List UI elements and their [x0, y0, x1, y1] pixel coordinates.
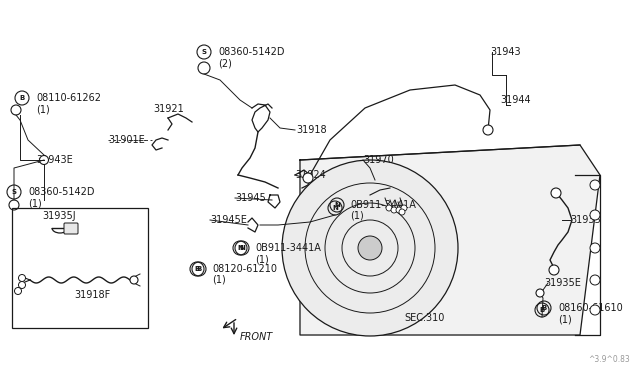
Text: (2): (2): [218, 58, 232, 68]
Text: 31921: 31921: [153, 104, 184, 114]
Text: 31935J: 31935J: [42, 211, 76, 221]
Text: (1): (1): [36, 104, 50, 114]
Text: FRONT: FRONT: [240, 332, 273, 342]
Circle shape: [396, 207, 402, 213]
Text: (1): (1): [212, 275, 226, 285]
Text: (1): (1): [350, 211, 364, 221]
Circle shape: [15, 288, 22, 295]
Text: B: B: [19, 95, 24, 101]
Circle shape: [391, 207, 397, 213]
Bar: [12, 208, 148, 328]
Circle shape: [282, 160, 458, 336]
Text: 0B911-3441A: 0B911-3441A: [350, 200, 416, 210]
Text: N: N: [332, 205, 338, 211]
Circle shape: [536, 289, 544, 297]
Text: 31943E: 31943E: [36, 155, 73, 165]
Circle shape: [551, 188, 561, 198]
Circle shape: [483, 125, 493, 135]
Text: 31918F: 31918F: [74, 290, 110, 300]
Circle shape: [40, 155, 49, 164]
Text: B: B: [195, 266, 200, 272]
Circle shape: [590, 243, 600, 253]
Text: 31924: 31924: [295, 170, 326, 180]
Text: N: N: [334, 202, 340, 208]
Text: B: B: [196, 266, 202, 272]
Text: S: S: [202, 49, 207, 55]
Text: 31970: 31970: [363, 155, 394, 165]
Circle shape: [401, 205, 407, 211]
Circle shape: [399, 209, 405, 215]
Text: 31918: 31918: [296, 125, 326, 135]
Circle shape: [303, 173, 313, 183]
Circle shape: [358, 236, 382, 260]
Circle shape: [590, 275, 600, 285]
Text: S: S: [12, 189, 17, 195]
Text: N: N: [237, 245, 243, 251]
Text: B: B: [540, 307, 545, 313]
Circle shape: [590, 210, 600, 220]
Circle shape: [386, 205, 392, 211]
Text: 08360-5142D: 08360-5142D: [28, 187, 95, 197]
Polygon shape: [300, 145, 600, 335]
Text: 31935E: 31935E: [544, 278, 581, 288]
Text: 08160-61610: 08160-61610: [558, 303, 623, 313]
Text: 31935: 31935: [570, 215, 601, 225]
Text: 0B911-3441A: 0B911-3441A: [255, 243, 321, 253]
Text: 31945: 31945: [235, 193, 266, 203]
Circle shape: [11, 105, 21, 115]
Circle shape: [590, 305, 600, 315]
Text: (1): (1): [28, 198, 42, 208]
Circle shape: [19, 282, 26, 289]
Text: 31945E: 31945E: [210, 215, 247, 225]
Circle shape: [130, 276, 138, 284]
Text: 08120-61210: 08120-61210: [212, 264, 277, 274]
Text: (1): (1): [255, 254, 269, 264]
Text: 31901E: 31901E: [108, 135, 145, 145]
Text: 31944: 31944: [500, 95, 531, 105]
Text: ^3.9^0.83: ^3.9^0.83: [588, 355, 630, 364]
Text: SEC.310: SEC.310: [404, 313, 444, 323]
Text: (1): (1): [558, 314, 572, 324]
Text: N: N: [239, 245, 245, 251]
Circle shape: [590, 180, 600, 190]
Text: 31943: 31943: [490, 47, 520, 57]
Text: 08360-5142D: 08360-5142D: [218, 47, 285, 57]
FancyBboxPatch shape: [64, 223, 78, 234]
Text: B: B: [541, 305, 547, 311]
Text: 08110-61262: 08110-61262: [36, 93, 101, 103]
Circle shape: [549, 265, 559, 275]
Circle shape: [19, 275, 26, 282]
